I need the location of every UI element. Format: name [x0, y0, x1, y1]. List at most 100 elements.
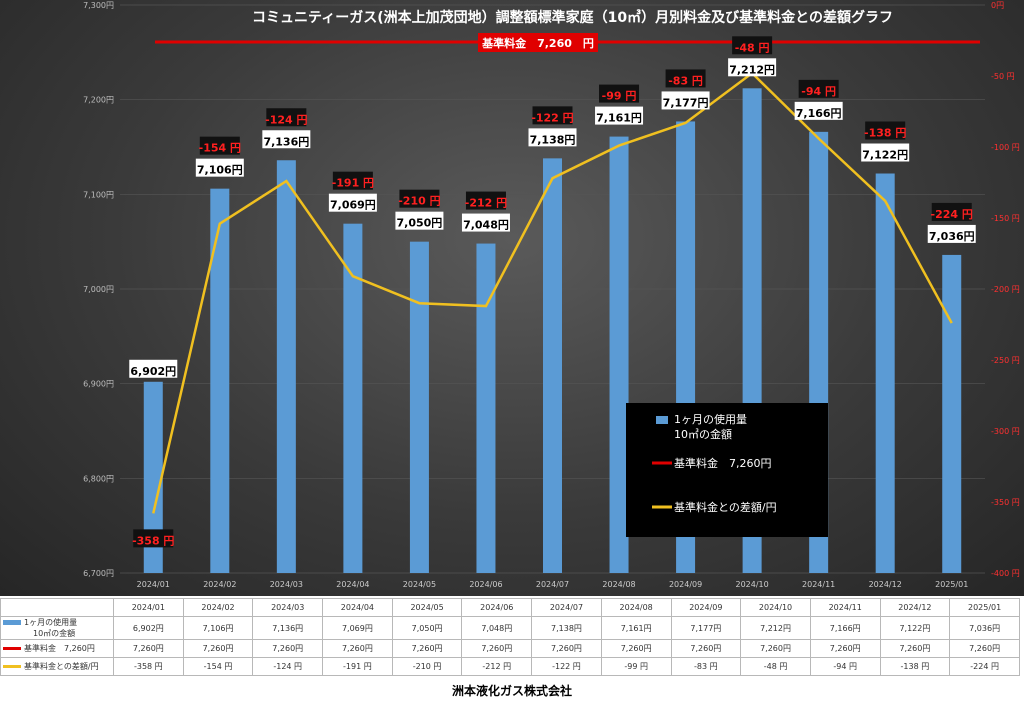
legend-bar-key	[656, 416, 668, 424]
y-tick-left: 6,700円	[83, 569, 114, 578]
diff-value-label: -124 円	[265, 113, 307, 126]
y-tick-right: -300 円	[991, 427, 1020, 436]
table-cell: 7,260円	[600, 639, 672, 658]
bar-value-label-box	[794, 101, 843, 120]
bar-value-label-box	[262, 130, 311, 149]
bar-value-label: 7,212円	[729, 63, 775, 76]
bar-value-label: 7,138円	[530, 133, 576, 146]
base-price-label-box	[478, 33, 598, 52]
table-cell: 7,260円	[809, 639, 881, 658]
bar-value-label-box	[528, 128, 577, 147]
bar	[210, 188, 230, 574]
x-tick: 2024/02	[203, 580, 236, 589]
diff-value-label: -154 円	[199, 142, 241, 155]
diff-value-label: -138 円	[864, 127, 906, 140]
bar-value-label-box	[395, 211, 444, 230]
table-cell: 7,177円	[670, 616, 742, 640]
table-row-base: 基準料金 7,260円 7,260円 7,260円 7,260円 7,260円 7,26…	[0, 639, 1020, 658]
x-tick: 2024/12	[869, 580, 902, 589]
bar-value-label-box	[328, 193, 377, 212]
y-tick-right: 0円	[991, 1, 1004, 10]
table-cell: 7,260円	[113, 639, 184, 658]
table-cell: 7,260円	[531, 639, 602, 658]
bar-value-label: 7,161円	[596, 112, 642, 125]
row-label-amount: 1ヶ月の使用量 10㎥の金額	[0, 616, 114, 640]
table-cell: 7,212円	[740, 616, 811, 640]
bar	[543, 158, 562, 574]
y-tick-right: -100 円	[991, 143, 1020, 152]
bar-value-label: 7,136円	[263, 135, 309, 148]
table-corner	[0, 598, 114, 617]
table-cell: 7,260円	[461, 639, 533, 658]
table-header-cell: 2024/11	[809, 598, 881, 617]
y-tick-left: 7,300円	[83, 1, 114, 10]
bar-value-label: 7,166円	[796, 107, 842, 120]
bar	[143, 381, 163, 573]
table-header-cell: 2024/10	[740, 598, 811, 617]
diff-value-label-box	[599, 84, 640, 103]
diff-value-label: -191 円	[332, 177, 374, 190]
table-header-cell: 2024/09	[670, 598, 742, 617]
chart-title: コミュニティーガス(洲本上加茂団地）調整額標準家庭（10㎥）月別料金及び基準料金…	[252, 9, 893, 26]
bar	[276, 160, 296, 573]
legend-base-label: 基準料金 7,260円	[674, 456, 772, 470]
table-cell: 7,138円	[531, 616, 602, 640]
diff-value-label: -212 円	[465, 197, 507, 210]
bar-value-label-box	[861, 143, 910, 162]
table-cell: 7,260円	[322, 639, 393, 658]
bar-value-label: 7,069円	[330, 199, 376, 212]
table-cell: -124 円	[252, 657, 324, 676]
table-cell: -210 円	[391, 657, 463, 676]
diff-value-label: -83 円	[668, 74, 703, 87]
table-cell: -358 円	[113, 657, 184, 676]
bar-value-label: 7,048円	[463, 219, 509, 232]
table-cell: -154 円	[182, 657, 254, 676]
y-tick-left: 7,200円	[83, 96, 114, 105]
bar-value-label-box	[661, 91, 710, 110]
x-tick: 2024/01	[137, 580, 170, 589]
diff-value-label: -358 円	[132, 534, 174, 547]
y-tick-left: 6,800円	[83, 474, 114, 483]
legend-bar-label-1: 1ヶ月の使用量	[674, 413, 747, 426]
combo-chart: 6,700円 6,800円 6,900円 7,000円 7,100円 7,200円 7,30…	[83, 1, 1020, 589]
y-tick-right: -400 円	[991, 569, 1020, 578]
data-table: 2024/01 2024/02 2024/03 2024/04 2024/05 2024/…	[0, 598, 1020, 676]
diff-value-label-box	[133, 529, 174, 548]
table-cell: 7,260円	[670, 639, 742, 658]
row-label-diff: 基準料金との差額/円	[0, 657, 114, 676]
y-tick-left: 7,000円	[83, 285, 114, 294]
y-tick-right: -350 円	[991, 498, 1020, 507]
bar-value-label-box	[595, 106, 644, 125]
bar-value-label: 7,106円	[197, 164, 243, 177]
diff-value-label: -122 円	[531, 111, 573, 124]
bar-value-label-box	[129, 359, 178, 378]
table-cell: 7,260円	[252, 639, 324, 658]
company-footer: 洲本液化ガス株式会社	[451, 684, 572, 698]
table-header-cell: 2024/04	[322, 598, 393, 617]
x-tick: 2024/09	[669, 580, 702, 589]
bar-value-label: 7,122円	[862, 149, 908, 162]
diff-value-label-box	[865, 121, 906, 140]
chart-area: 6,700円 6,800円 6,900円 7,000円 7,100円 7,200円 7,30…	[0, 0, 1024, 596]
x-tick: 2024/07	[536, 580, 569, 589]
table-cell: -191 円	[322, 657, 393, 676]
x-tick: 2024/04	[336, 580, 369, 589]
table-cell: 7,260円	[879, 639, 951, 658]
diff-value-label-box	[532, 106, 573, 125]
table-cell: -94 円	[809, 657, 881, 676]
table-header-cell: 2024/08	[600, 598, 672, 617]
table-header-cell: 2024/02	[182, 598, 254, 617]
table-cell: -122 円	[531, 657, 602, 676]
diff-value-label-box	[732, 36, 773, 55]
table-cell: 7,260円	[949, 639, 1020, 658]
bar-value-label: 7,177円	[663, 96, 709, 109]
y-tick-right: -200 円	[991, 285, 1020, 294]
table-header-cell: 2024/01	[113, 598, 184, 617]
table-cell: 7,166円	[809, 616, 881, 640]
diff-value-label-box	[931, 202, 972, 221]
table-cell: 7,122円	[879, 616, 951, 640]
bar-value-label: 7,036円	[929, 230, 975, 243]
diff-value-label-box	[665, 69, 706, 88]
bar-value-label-box	[461, 213, 510, 232]
x-tick: 2024/05	[403, 580, 436, 589]
